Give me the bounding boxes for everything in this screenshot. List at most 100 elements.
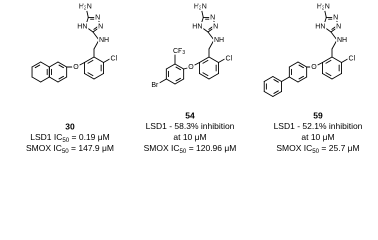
- bond: [84, 56, 95, 63]
- subscript: 50: [62, 148, 69, 153]
- text-part: HN: [315, 23, 325, 30]
- bond: [297, 76, 308, 83]
- bond: [298, 75, 304, 80]
- bond: [84, 73, 95, 80]
- bond: [87, 59, 94, 64]
- text-part: N: [202, 3, 207, 10]
- atom-label: NH: [337, 37, 347, 44]
- bond: [288, 61, 299, 68]
- text-part: SMOX IC: [144, 143, 180, 153]
- text-part: = 25.7 μM: [319, 143, 360, 153]
- subscript: 3: [182, 50, 185, 56]
- bond: [174, 63, 185, 70]
- text-part: N: [95, 14, 100, 21]
- bond: [103, 58, 111, 63]
- bond: [40, 61, 50, 68]
- subscript: 2: [84, 6, 87, 12]
- bond: [202, 72, 209, 77]
- bond: [207, 26, 217, 33]
- subscript: 50: [62, 137, 69, 144]
- atom-label: N: [213, 23, 218, 30]
- bond: [297, 61, 308, 68]
- atom-label: Cl: [111, 55, 118, 62]
- bond: [190, 62, 200, 68]
- bond: [325, 59, 332, 64]
- bond: [272, 91, 282, 97]
- bond: [199, 73, 210, 80]
- bond: [31, 76, 42, 83]
- bond: [165, 63, 176, 70]
- bond: [298, 64, 304, 69]
- text-part: HN: [192, 23, 202, 30]
- bond: [331, 26, 337, 30]
- compound-number: 59: [313, 110, 323, 120]
- text-part: H: [194, 3, 199, 10]
- text-part: = 120.96 μM: [186, 143, 236, 153]
- atom-label: H2N: [79, 3, 92, 11]
- text-part: NH: [99, 37, 109, 44]
- bond: [183, 66, 192, 70]
- atom-label: Cl: [349, 55, 356, 62]
- subscript: 50: [180, 148, 187, 153]
- bond: [212, 17, 217, 27]
- bond: [48, 76, 59, 83]
- bond: [48, 61, 59, 68]
- atom-label: HN: [77, 23, 87, 30]
- atom-label: O: [188, 64, 194, 71]
- bond: [165, 78, 176, 85]
- bond: [87, 72, 94, 77]
- bond: [272, 76, 282, 82]
- subscript: 50: [312, 148, 319, 153]
- text-part: N: [87, 3, 92, 10]
- bond: [218, 58, 226, 63]
- bond: [93, 39, 100, 50]
- bond: [330, 31, 338, 41]
- text-part: N: [325, 3, 330, 10]
- bond: [40, 76, 50, 83]
- text-part: SMOX IC: [26, 143, 62, 153]
- text-part: O: [311, 64, 317, 71]
- bond: [273, 79, 279, 83]
- bond: [92, 31, 100, 41]
- text-part: = 147.9 μM: [69, 143, 114, 153]
- atom-label: H2N: [317, 3, 330, 11]
- text-part: O: [188, 64, 194, 71]
- bond: [331, 73, 342, 80]
- atom-label: NH: [214, 37, 224, 44]
- text-part: Cl: [226, 55, 233, 62]
- bond: [93, 56, 104, 63]
- bond: [288, 76, 299, 83]
- atom-label: N: [98, 23, 103, 30]
- text-part: N: [213, 23, 218, 30]
- atom-label: N: [336, 23, 341, 30]
- bond: [75, 62, 85, 68]
- caption: SMOX IC50 = 120.96 μM: [144, 143, 237, 153]
- atom-label: HN: [192, 23, 202, 30]
- text-part: H: [79, 3, 84, 10]
- bond: [34, 64, 41, 69]
- bond: [84, 17, 89, 27]
- bond: [281, 76, 290, 82]
- text-part: H: [317, 3, 322, 10]
- text-part: at 10 μM: [301, 132, 334, 142]
- subscript: 2: [199, 6, 202, 12]
- bond: [85, 8, 89, 18]
- bond: [325, 72, 332, 77]
- bond: [57, 76, 68, 83]
- subscript: 2: [322, 6, 325, 12]
- bond: [93, 73, 104, 80]
- bond: [263, 91, 274, 97]
- text-part: LSD1 - 58.3% inhibition: [146, 121, 235, 131]
- atom-label: N: [210, 14, 215, 21]
- atom-label: O: [311, 64, 317, 71]
- bond: [208, 73, 219, 80]
- text-part: LSD1 IC: [30, 132, 62, 142]
- text-part: = 0.19 μM: [69, 132, 110, 142]
- bond: [175, 66, 181, 71]
- bond: [199, 26, 209, 33]
- substituent-label: CF3: [173, 48, 185, 56]
- bond: [174, 78, 185, 85]
- bond: [330, 26, 340, 33]
- bond: [322, 73, 333, 80]
